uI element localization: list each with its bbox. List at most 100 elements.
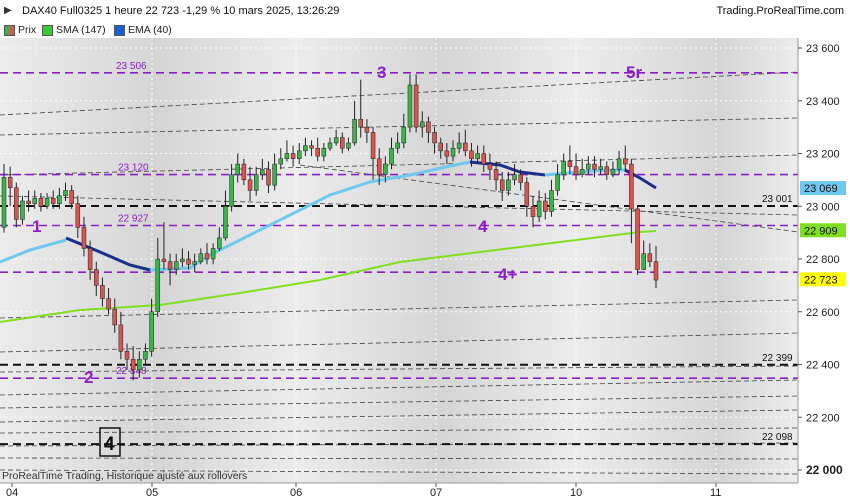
- candle-body: [333, 137, 339, 144]
- footer-note: ProRealTime Trading, Historique ajusté a…: [2, 470, 247, 482]
- candle-body: [94, 269, 99, 286]
- candle-body: [321, 147, 327, 157]
- candle-body: [358, 118, 364, 128]
- level-label: 22 348: [116, 366, 147, 377]
- trendline: [0, 299, 799, 319]
- candle-body: [420, 121, 425, 128]
- x-tick-label: 06: [290, 487, 302, 499]
- candle-body: [426, 121, 431, 133]
- candle-body: [370, 132, 376, 160]
- candle-body: [346, 142, 351, 149]
- trendline: [0, 195, 799, 216]
- candle-body: [413, 84, 419, 128]
- level-label: 22 927: [118, 214, 149, 225]
- candle-body: [118, 324, 124, 352]
- y-tick-label: 22 800: [806, 254, 840, 266]
- candle-body: [247, 179, 253, 191]
- y-tick-label: 22 200: [806, 412, 840, 424]
- y-axis-background: [798, 38, 850, 483]
- y-tick-label: 22 600: [806, 307, 840, 319]
- candle-body: [376, 158, 382, 175]
- legend-swatch-ema: [114, 24, 125, 36]
- candle-body: [180, 258, 185, 262]
- candle-body: [130, 358, 136, 371]
- wave-label: 2: [84, 368, 93, 387]
- chart-title: DAX40 Full0325 1 heure 22 723 -1,29 % 10…: [22, 5, 340, 17]
- price-tag-label: 23 069: [804, 183, 838, 195]
- candle-body: [137, 358, 142, 371]
- candle-body: [106, 298, 111, 310]
- candle-body: [610, 169, 616, 175]
- y-tick-label: 22 000: [806, 463, 843, 477]
- wave-label: 5r: [626, 63, 642, 82]
- level-label: 23 120: [118, 163, 149, 174]
- candle-body: [352, 118, 357, 144]
- x-tick-label: 11: [710, 487, 721, 499]
- candle-body: [456, 142, 462, 149]
- candle-body: [87, 248, 93, 270]
- candle-body: [50, 198, 56, 204]
- trendline: [0, 117, 799, 136]
- candle-body: [223, 206, 228, 239]
- candle-body: [260, 169, 265, 175]
- trendline: [0, 332, 799, 353]
- y-tick-label: 23 200: [806, 149, 840, 161]
- wave-label: 4: [478, 217, 488, 236]
- candle-body: [616, 158, 622, 170]
- candle-body: [204, 253, 210, 260]
- level-label: 23 506: [116, 61, 147, 72]
- candle-body: [389, 147, 394, 165]
- candle-body: [573, 166, 579, 175]
- candle-body: [229, 174, 234, 207]
- boxed-wave-label: 4: [104, 434, 115, 455]
- brand-text: Trading.ProRealTime.com: [716, 5, 844, 17]
- trendline: [0, 365, 799, 373]
- candle-body: [198, 253, 204, 262]
- day-band: [152, 38, 296, 483]
- candle-body: [20, 200, 25, 220]
- legend-item-ema[interactable]: EMA (40): [114, 24, 172, 36]
- candle-body: [524, 182, 530, 207]
- candle-body: [401, 126, 407, 144]
- price-tag: [800, 181, 846, 196]
- legend-item-prix[interactable]: Prix: [4, 24, 36, 36]
- candle-body: [506, 179, 511, 191]
- price-tag: [800, 223, 846, 238]
- candle-body: [463, 142, 468, 152]
- price-tag-label: 22 723: [804, 274, 838, 286]
- candle-body: [272, 163, 277, 186]
- candle-body: [143, 351, 148, 360]
- x-axis-background: [0, 483, 850, 500]
- candle-body: [284, 153, 290, 160]
- candle-body: [383, 163, 388, 175]
- candle-body: [450, 147, 456, 157]
- candle-body: [647, 253, 653, 262]
- candle-body: [266, 169, 271, 186]
- candle-body: [536, 200, 542, 218]
- candle-body: [499, 179, 505, 191]
- x-tick-label: 07: [430, 487, 442, 499]
- trendline: [0, 427, 799, 434]
- x-tick-label: 10: [570, 487, 582, 499]
- candle-body: [112, 308, 117, 326]
- candle-body: [124, 351, 130, 360]
- candle-body: [167, 261, 173, 270]
- trendline: [0, 469, 799, 475]
- candle-body: [493, 169, 499, 181]
- candle-body: [555, 174, 560, 191]
- candle-body: [26, 200, 31, 204]
- day-band: [0, 38, 152, 483]
- candle-body: [518, 174, 523, 183]
- expand-arrow-icon[interactable]: ▶: [4, 5, 12, 16]
- candle-body: [364, 126, 370, 133]
- candle-body: [629, 163, 634, 210]
- candle-body: [481, 153, 487, 165]
- candle-body: [81, 227, 87, 249]
- candle-body: [309, 145, 314, 149]
- candle-body: [210, 248, 216, 260]
- candle-body: [155, 258, 161, 312]
- candle-body: [38, 198, 44, 207]
- price-level-label: 22 098: [762, 432, 793, 443]
- legend-item-sma[interactable]: SMA (147): [42, 24, 106, 36]
